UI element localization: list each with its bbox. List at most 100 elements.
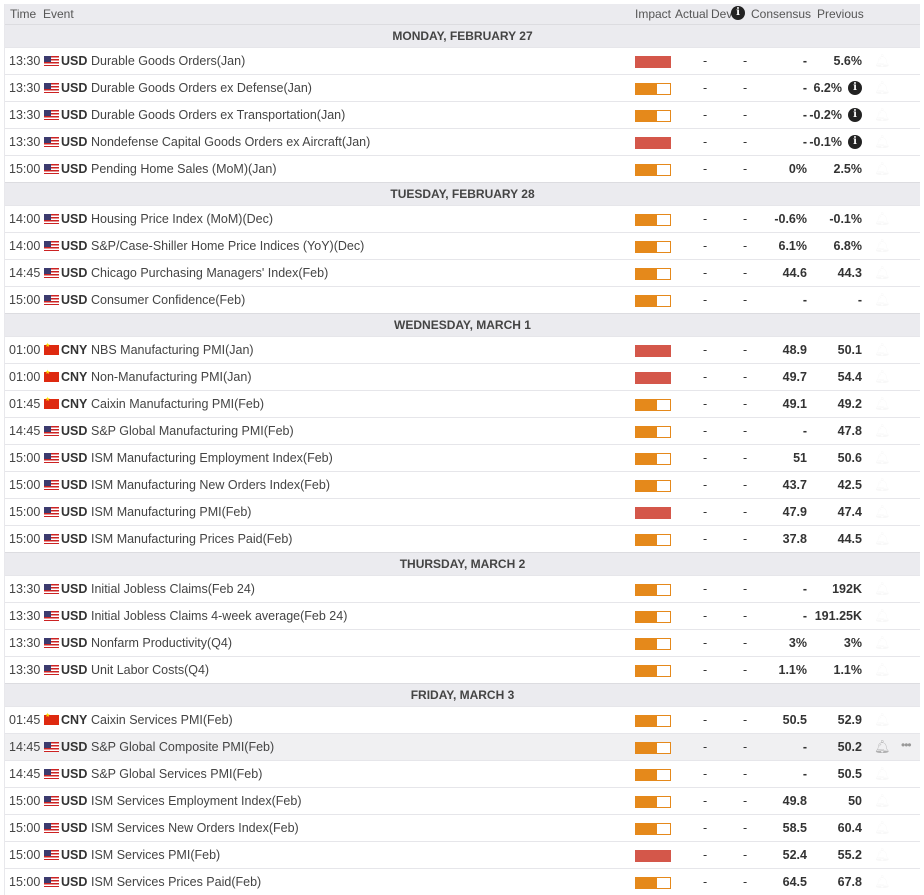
bell-icon[interactable]: 🔔︎ (874, 874, 891, 889)
bell-icon[interactable]: 🔔︎ (874, 793, 891, 808)
col-event[interactable]: Event (43, 7, 74, 21)
event-row[interactable]: 15:00 USD Consumer Confidence(Feb) - - - - 🔔︎ (5, 286, 920, 313)
event-row[interactable]: 14:45 USD S&P Global Composite PMI(Feb) - - -… (5, 733, 920, 760)
event-row[interactable]: 14:00 USD S&P/Case-Shiller Home Price Indi… (5, 232, 920, 259)
event-name[interactable]: ISM Services Employment Index(Feb) (91, 794, 302, 808)
bell-icon[interactable]: 🔔︎ (874, 369, 891, 384)
bell-icon[interactable]: 🔔︎ (874, 265, 891, 280)
bell-icon[interactable]: 🔔︎ (874, 581, 891, 596)
impact-medium-bar (635, 426, 671, 438)
currency: USD (61, 636, 88, 650)
event-name[interactable]: ISM Services Prices Paid(Feb) (91, 875, 262, 889)
event-name[interactable]: Consumer Confidence(Feb) (91, 293, 246, 307)
event-row[interactable]: 15:00 USD ISM Manufacturing Employment Ind… (5, 444, 920, 471)
event-row[interactable]: 13:30 USD Durable Goods Orders ex Transpor… (5, 101, 920, 128)
info-icon[interactable]: i (848, 135, 862, 149)
dev-info-icon[interactable]: i (731, 6, 745, 20)
event-row[interactable]: 15:00 USD ISM Manufacturing PMI(Feb) - - 47.9… (5, 498, 920, 525)
event-name[interactable]: Nondefense Capital Goods Orders ex Aircr… (91, 135, 371, 149)
event-name[interactable]: NBS Manufacturing PMI(Jan) (91, 343, 254, 357)
event-row[interactable]: 15:00 USD ISM Services New Orders Index(Fe… (5, 814, 920, 841)
bell-icon[interactable]: 🔔︎ (874, 134, 891, 149)
event-row[interactable]: 15:00 USD ISM Manufacturing Prices Paid(Fe… (5, 525, 920, 552)
bell-icon[interactable]: 🔔︎ (874, 712, 891, 727)
bell-icon[interactable]: 🔔︎ (874, 396, 891, 411)
event-name[interactable]: S&P Global Composite PMI(Feb) (91, 740, 275, 754)
event-name[interactable]: ISM Services PMI(Feb) (91, 848, 221, 862)
bell-icon[interactable]: 🔔︎ (874, 238, 891, 253)
event-name[interactable]: Caixin Manufacturing PMI(Feb) (91, 397, 264, 411)
bell-icon[interactable]: 🔔︎ (874, 608, 891, 623)
bell-icon[interactable]: 🔔︎ (874, 292, 891, 307)
col-actual[interactable]: Actual (675, 7, 709, 21)
event-name[interactable]: ISM Manufacturing PMI(Feb) (91, 505, 252, 519)
bell-icon[interactable]: 🔔︎ (874, 739, 891, 754)
event-row[interactable]: 15:00 USD ISM Services PMI(Feb) - - 52.4 55.2 🔔… (5, 841, 920, 868)
bell-icon[interactable]: 🔔︎ (874, 662, 891, 677)
event-name[interactable]: ISM Services New Orders Index(Feb) (91, 821, 299, 835)
event-row[interactable]: 13:30 USD Durable Goods Orders ex Defense(… (5, 74, 920, 101)
event-name[interactable]: S&P/Case-Shiller Home Price Indices (YoY… (91, 239, 365, 253)
event-name[interactable]: Durable Goods Orders ex Defense(Jan) (91, 81, 312, 95)
col-dev[interactable]: Dev (711, 7, 733, 21)
event-name[interactable]: Durable Goods Orders(Jan) (91, 54, 246, 68)
event-name[interactable]: ISM Manufacturing Prices Paid(Feb) (91, 532, 293, 546)
bell-icon[interactable]: 🔔︎ (874, 161, 891, 176)
event-name[interactable]: Unit Labor Costs(Q4) (91, 663, 210, 677)
event-row[interactable]: 15:00 USD ISM Services Prices Paid(Feb) - - 6… (5, 868, 920, 895)
col-consensus[interactable]: Consensus (751, 7, 812, 21)
event-row[interactable]: 15:00 USD Pending Home Sales (MoM)(Jan) - - 0… (5, 155, 920, 182)
event-row[interactable]: 15:00 USD ISM Manufacturing New Orders Ind… (5, 471, 920, 498)
event-name[interactable]: Housing Price Index (MoM)(Dec) (91, 212, 273, 226)
bell-icon[interactable]: 🔔︎ (874, 450, 891, 465)
event-row[interactable]: 14:45 USD Chicago Purchasing Managers' Ind… (5, 259, 920, 286)
bell-icon[interactable]: 🔔︎ (874, 531, 891, 546)
event-row[interactable]: 14:45 USD S&P Global Manufacturing PMI(Feb… (5, 417, 920, 444)
event-name[interactable]: Durable Goods Orders ex Transportation(J… (91, 108, 346, 122)
bell-icon[interactable]: 🔔︎ (874, 477, 891, 492)
event-name[interactable]: ISM Manufacturing Employment Index(Feb) (91, 451, 333, 465)
event-row[interactable]: 13:30 USD Unit Labor Costs(Q4) - - 1.1% 1.1% 🔔︎ (5, 656, 920, 683)
bell-icon[interactable]: 🔔︎ (874, 80, 891, 95)
event-name[interactable]: Caixin Services PMI(Feb) (91, 713, 233, 727)
event-name[interactable]: Pending Home Sales (MoM)(Jan) (91, 162, 277, 176)
col-previous[interactable]: Previous (817, 7, 864, 21)
bell-icon[interactable]: 🔔︎ (874, 820, 891, 835)
more-options-icon[interactable]: ••• (901, 738, 912, 752)
info-icon[interactable]: i (848, 81, 862, 95)
event-name[interactable]: Initial Jobless Claims 4-week average(Fe… (91, 609, 348, 623)
bell-icon[interactable]: 🔔︎ (874, 342, 891, 357)
event-row[interactable]: 13:30 USD Nondefense Capital Goods Orders … (5, 128, 920, 155)
event-name[interactable]: S&P Global Services PMI(Feb) (91, 767, 263, 781)
bell-icon[interactable]: 🔔︎ (874, 53, 891, 68)
day-header: FRIDAY, MARCH 3 (5, 683, 920, 706)
event-row[interactable]: 14:45 USD S&P Global Services PMI(Feb) - - - 5… (5, 760, 920, 787)
event-name[interactable]: Chicago Purchasing Managers' Index(Feb) (91, 266, 329, 280)
col-time[interactable]: Time (10, 7, 37, 21)
event-row[interactable]: 15:00 USD ISM Services Employment Index(Fe… (5, 787, 920, 814)
bell-icon[interactable]: 🔔︎ (874, 504, 891, 519)
event-name[interactable]: Nonfarm Productivity(Q4) (91, 636, 233, 650)
col-impact[interactable]: Impact (635, 7, 672, 21)
event-name[interactable]: S&P Global Manufacturing PMI(Feb) (91, 424, 294, 438)
event-row[interactable]: 13:30 USD Initial Jobless Claims 4-week av… (5, 602, 920, 629)
event-name[interactable]: ISM Manufacturing New Orders Index(Feb) (91, 478, 330, 492)
bell-icon[interactable]: 🔔︎ (874, 847, 891, 862)
event-row[interactable]: 13:30 USD Durable Goods Orders(Jan) - - - 5.6%… (5, 47, 920, 74)
bell-icon[interactable]: 🔔︎ (874, 211, 891, 226)
event-name[interactable]: Initial Jobless Claims(Feb 24) (91, 582, 255, 596)
bell-icon[interactable]: 🔔︎ (874, 107, 891, 122)
info-icon[interactable]: i (848, 108, 862, 122)
bell-icon[interactable]: 🔔︎ (874, 423, 891, 438)
event-row[interactable]: 13:30 USD Nonfarm Productivity(Q4) - - 3% 3% 🔔︎ (5, 629, 920, 656)
event-name[interactable]: Non-Manufacturing PMI(Jan) (91, 370, 252, 384)
previous-value: 55.2 (837, 848, 862, 862)
bell-icon[interactable]: 🔔︎ (874, 635, 891, 650)
event-row[interactable]: 14:00 USD Housing Price Index (MoM)(Dec) - -… (5, 205, 920, 232)
bell-icon[interactable]: 🔔︎ (874, 766, 891, 781)
event-row[interactable]: 13:30 USD Initial Jobless Claims(Feb 24) - -… (5, 575, 920, 602)
